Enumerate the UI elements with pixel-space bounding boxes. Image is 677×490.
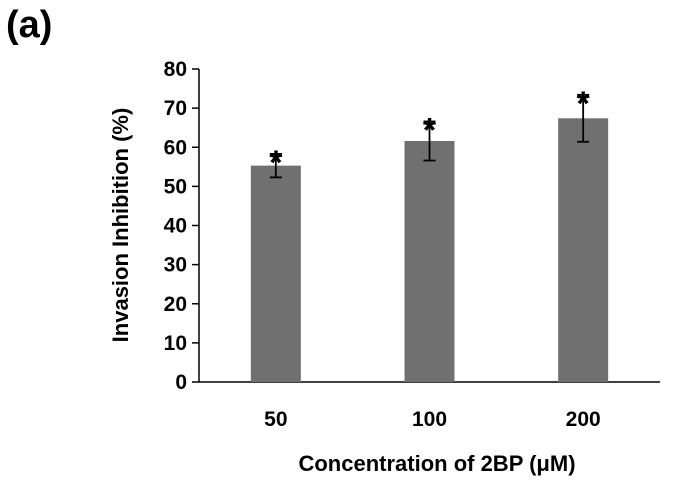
panel-label: (a) [6,4,53,46]
bar-100 [404,140,455,382]
bar-200 [558,118,609,383]
x-axis-label: Concentration of 2BP (μM) [298,451,575,476]
y-tick-label: 50 [164,175,187,198]
error-bar-200 [577,93,590,143]
y-tick-label: 30 [164,254,187,277]
significance-star: * [577,85,591,123]
significance-star: * [423,111,437,149]
y-tick-label: 0 [175,371,187,394]
significance-markers: * * * [269,85,590,182]
x-tick-label: 100 [412,408,447,431]
significance-star: * [269,144,283,182]
error-bar-100 [423,120,436,162]
y-axis: 0 10 20 30 40 50 60 70 80 [164,58,200,394]
x-tick-label: 200 [566,408,601,431]
y-tick-label: 80 [164,58,187,81]
y-tick-label: 10 [164,332,187,355]
x-tick-label: 50 [264,408,287,431]
y-axis-label: Invasion Inhibition (%) [108,108,133,343]
y-tick-label: 40 [164,215,187,238]
error-bars [269,93,590,179]
x-axis: 50 100 200 [199,381,660,431]
y-tick-label: 60 [164,136,187,159]
error-bar-50 [269,153,282,179]
bars [250,118,609,383]
y-tick-label: 70 [164,97,187,120]
bar-50 [250,165,301,382]
y-tick-label: 20 [164,293,187,316]
